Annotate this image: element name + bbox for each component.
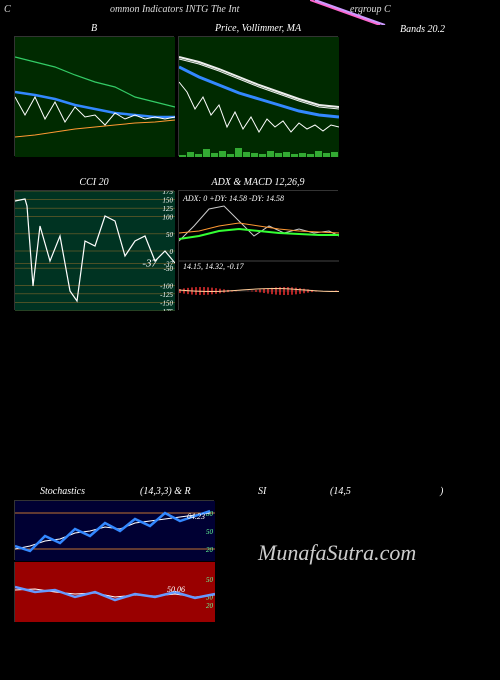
svg-text:14.15, 14.32, -0.17: 14.15, 14.32, -0.17 bbox=[183, 262, 245, 271]
panel-b-title: Price, Vollimmer, MA bbox=[179, 23, 337, 34]
panel-price-ma: Price, Vollimmer, MA bbox=[178, 36, 338, 156]
svg-text:-37: -37 bbox=[142, 258, 157, 270]
svg-text:125: 125 bbox=[163, 205, 174, 213]
panel-a-title: B bbox=[15, 23, 173, 34]
stoch-title-si: SI bbox=[258, 486, 266, 497]
stoch-title-left: Stochastics bbox=[40, 486, 85, 497]
stoch-title-paren: ) bbox=[440, 486, 443, 497]
svg-text:-150: -150 bbox=[160, 299, 173, 307]
svg-text:-175: -175 bbox=[160, 308, 173, 311]
panel-c-title: CCI 20 bbox=[15, 177, 173, 188]
svg-text:0: 0 bbox=[170, 248, 174, 256]
panel-cci: CCI 20 175150125100500-37-50-100-125-150… bbox=[14, 190, 174, 310]
svg-text:ADX: 0 +DY: 14.58 -DY: 1: ADX: 0 +DY: 14.58 -DY: 14.58 bbox=[182, 194, 284, 203]
svg-text:175: 175 bbox=[163, 191, 174, 196]
panel-adx-macd: ADX & MACD 12,26,9 ADX: 0 +DY: 14.58 -DY… bbox=[178, 190, 338, 310]
svg-text:20: 20 bbox=[206, 546, 214, 554]
svg-text:100: 100 bbox=[163, 214, 174, 222]
svg-text:-50: -50 bbox=[164, 265, 174, 273]
svg-text:50.06: 50.06 bbox=[167, 585, 185, 594]
header-frag-mid: ommon Indicators INTG The Int bbox=[110, 4, 239, 15]
page-header: C ommon Indicators INTG The Int ergroup … bbox=[0, 4, 500, 24]
stoch-title-row: Stochastics (14,3,3) & R SI (14,5 ) bbox=[0, 486, 500, 500]
panel-bollinger-left: B bbox=[14, 36, 174, 156]
svg-text:-125: -125 bbox=[160, 291, 173, 299]
svg-text:50: 50 bbox=[166, 231, 174, 239]
svg-text:64.23: 64.23 bbox=[187, 512, 205, 521]
svg-text:50: 50 bbox=[206, 576, 214, 584]
svg-text:-100: -100 bbox=[160, 282, 173, 290]
header-diagonal-lines bbox=[310, 0, 390, 25]
panel-d-title: ADX & MACD 12,26,9 bbox=[179, 177, 337, 188]
panel-b-right-title: Bands 20.2 bbox=[400, 24, 445, 35]
svg-text:20: 20 bbox=[206, 602, 214, 610]
svg-text:50: 50 bbox=[206, 528, 214, 536]
stoch-title-145: (14,5 bbox=[330, 486, 351, 497]
stoch-title-mid: (14,3,3) & R bbox=[140, 486, 191, 497]
svg-text:150: 150 bbox=[163, 197, 174, 205]
header-frag-c: C bbox=[4, 4, 11, 15]
watermark-text: MunafaSutra.com bbox=[258, 540, 416, 566]
panel-rsi: 50302050.06 bbox=[14, 562, 214, 622]
panel-stochastics: 80502064.23 bbox=[14, 500, 214, 560]
